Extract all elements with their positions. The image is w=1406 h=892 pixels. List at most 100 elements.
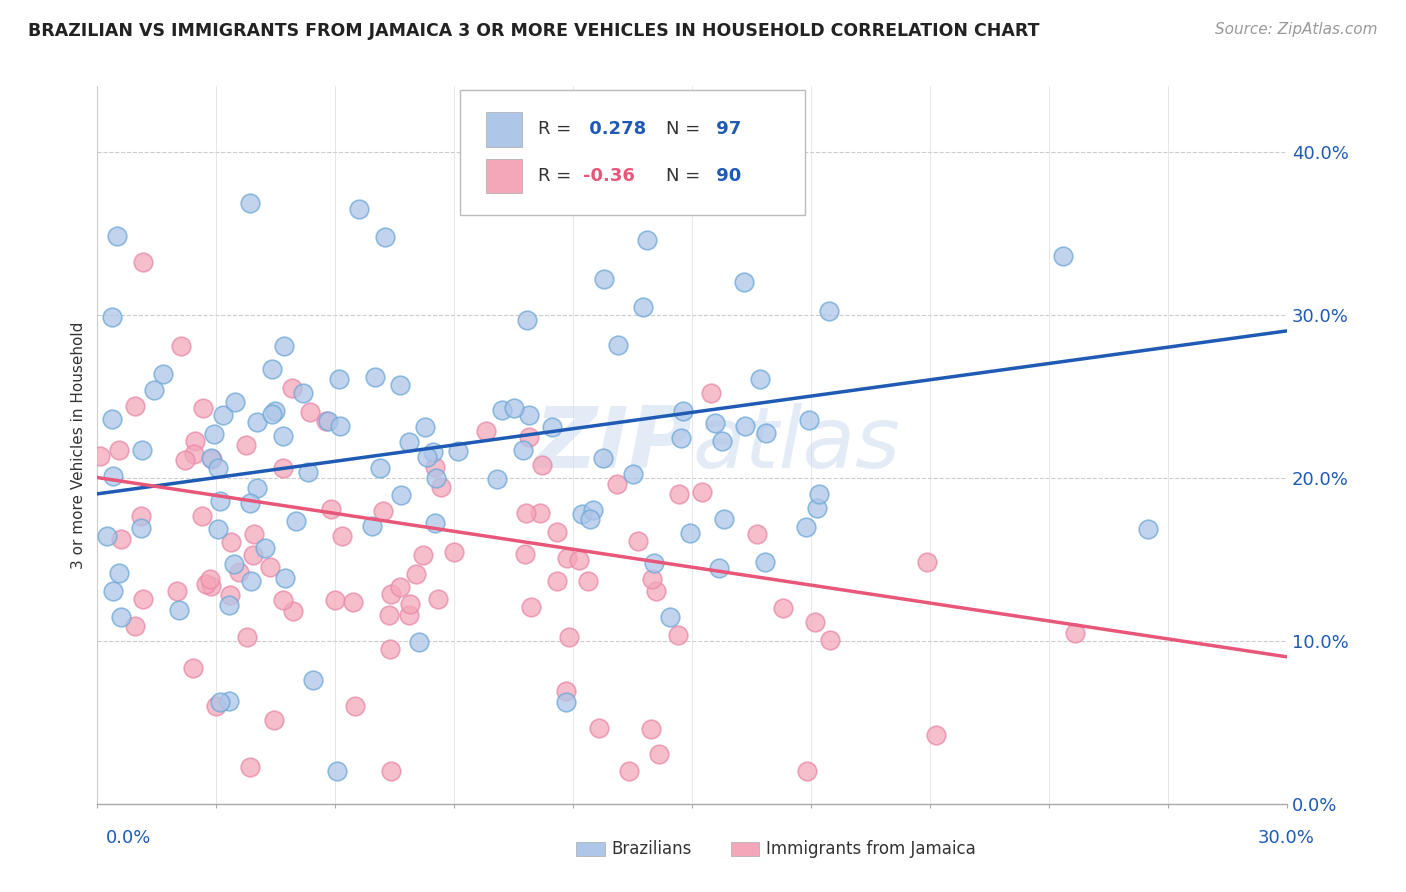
Point	[96, 529, 118, 543]
Text: Source: ZipAtlas.com: Source: ZipAtlas.com	[1215, 22, 1378, 37]
Text: Brazilians: Brazilians	[612, 840, 692, 858]
Point	[623, 467, 645, 481]
Text: R =: R =	[537, 167, 571, 185]
Point	[285, 514, 308, 528]
Point	[423, 516, 446, 531]
Point	[399, 597, 422, 611]
Point	[806, 500, 828, 515]
Point	[361, 518, 384, 533]
Point	[271, 428, 294, 442]
Point	[423, 459, 446, 474]
Point	[541, 420, 564, 434]
Point	[607, 338, 630, 352]
Point	[364, 369, 387, 384]
Point	[516, 313, 538, 327]
Point	[218, 599, 240, 613]
Point	[700, 385, 723, 400]
Point	[347, 202, 370, 216]
Point	[101, 411, 124, 425]
Point	[606, 477, 628, 491]
Point	[796, 764, 818, 778]
Point	[515, 547, 537, 561]
Point	[443, 545, 465, 559]
Point	[555, 550, 578, 565]
Point	[211, 409, 233, 423]
Point	[380, 587, 402, 601]
Point	[329, 419, 352, 434]
Point	[368, 460, 391, 475]
Point	[568, 553, 591, 567]
Point	[129, 521, 152, 535]
Point	[643, 556, 665, 570]
Point	[236, 630, 259, 644]
Point	[794, 520, 817, 534]
Point	[242, 526, 264, 541]
Point	[503, 401, 526, 415]
Point	[648, 747, 671, 761]
Point	[204, 699, 226, 714]
Y-axis label: 3 or more Vehicles in Household: 3 or more Vehicles in Household	[72, 321, 86, 568]
Point	[1052, 249, 1074, 263]
Point	[408, 635, 430, 649]
Point	[221, 535, 243, 549]
Point	[593, 272, 616, 286]
Point	[343, 698, 366, 713]
Point	[373, 504, 395, 518]
Point	[475, 424, 498, 438]
Bar	[486, 159, 522, 194]
Point	[617, 764, 640, 778]
Point	[239, 760, 262, 774]
Point	[592, 451, 614, 466]
Point	[555, 695, 578, 709]
Point	[412, 548, 434, 562]
Point	[558, 630, 581, 644]
Text: 0.0%: 0.0%	[105, 829, 150, 847]
Point	[110, 532, 132, 546]
Point	[377, 608, 399, 623]
Point	[110, 610, 132, 624]
Text: ZIP: ZIP	[534, 403, 692, 486]
Point	[734, 419, 756, 434]
Point	[332, 529, 354, 543]
Point	[486, 472, 509, 486]
Point	[818, 633, 841, 648]
Point	[733, 275, 755, 289]
Point	[263, 713, 285, 727]
Point	[239, 196, 262, 211]
Point	[228, 565, 250, 579]
Point	[281, 380, 304, 394]
Point	[631, 300, 654, 314]
Point	[571, 508, 593, 522]
Point	[405, 567, 427, 582]
Point	[576, 574, 599, 588]
Point	[262, 407, 284, 421]
Point	[302, 673, 325, 687]
Point	[170, 339, 193, 353]
Point	[195, 576, 218, 591]
Point	[89, 449, 111, 463]
Point	[772, 601, 794, 615]
Point	[201, 451, 224, 466]
Point	[259, 559, 281, 574]
Point	[1136, 522, 1159, 536]
Point	[546, 524, 568, 539]
Point	[152, 368, 174, 382]
Point	[142, 383, 165, 397]
Point	[491, 402, 513, 417]
Point	[321, 501, 343, 516]
Point	[166, 584, 188, 599]
Point	[515, 506, 537, 520]
Point	[273, 339, 295, 353]
Point	[222, 557, 245, 571]
Point	[209, 494, 232, 508]
Point	[398, 607, 420, 622]
Point	[659, 609, 682, 624]
Point	[281, 604, 304, 618]
Point	[193, 401, 215, 415]
Point	[640, 722, 662, 736]
Point	[326, 764, 349, 778]
Point	[797, 413, 820, 427]
Point	[529, 506, 551, 520]
FancyBboxPatch shape	[460, 90, 806, 216]
Point	[105, 229, 128, 244]
